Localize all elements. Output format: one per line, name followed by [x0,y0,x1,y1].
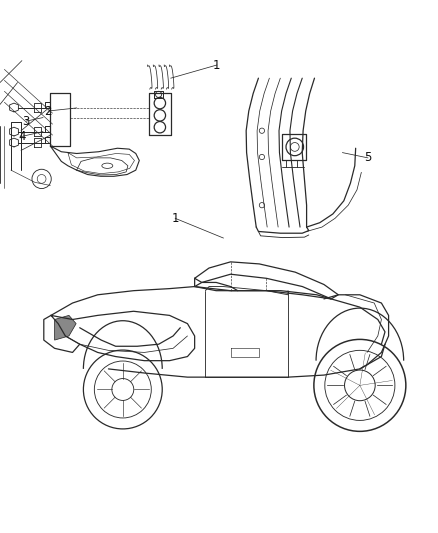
Text: 2: 2 [44,104,52,117]
Polygon shape [55,316,76,340]
Text: 3: 3 [23,115,30,127]
Text: 4: 4 [18,130,26,143]
Text: 1: 1 [171,212,179,225]
Text: 1: 1 [213,59,221,71]
Text: 5: 5 [364,151,371,164]
